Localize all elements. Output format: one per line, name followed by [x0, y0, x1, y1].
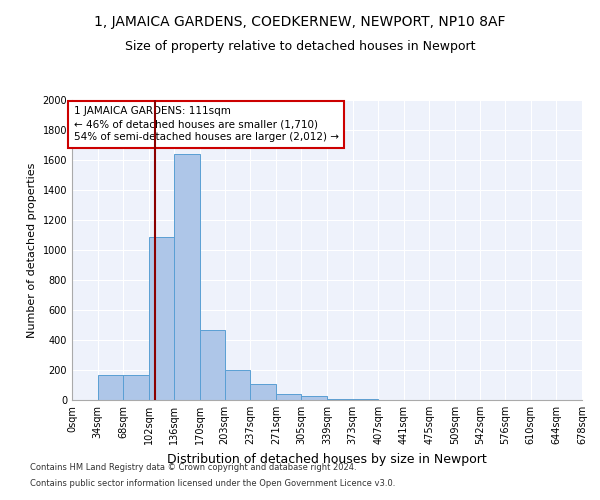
Text: Contains public sector information licensed under the Open Government Licence v3: Contains public sector information licen…: [30, 478, 395, 488]
Bar: [276, 394, 301, 400]
Y-axis label: Number of detached properties: Number of detached properties: [27, 162, 37, 338]
Bar: [250, 384, 276, 400]
Bar: [224, 370, 250, 400]
Bar: [301, 396, 327, 400]
Text: Size of property relative to detached houses in Newport: Size of property relative to detached ho…: [125, 40, 475, 53]
Bar: [200, 330, 224, 400]
X-axis label: Distribution of detached houses by size in Newport: Distribution of detached houses by size …: [167, 452, 487, 466]
Bar: [353, 399, 378, 400]
Text: 1, JAMAICA GARDENS, COEDKERNEW, NEWPORT, NP10 8AF: 1, JAMAICA GARDENS, COEDKERNEW, NEWPORT,…: [94, 15, 506, 29]
Bar: [327, 398, 353, 400]
Text: Contains HM Land Registry data © Crown copyright and database right 2024.: Contains HM Land Registry data © Crown c…: [30, 464, 356, 472]
Bar: [98, 375, 123, 400]
Bar: [123, 375, 149, 400]
Text: 1 JAMAICA GARDENS: 111sqm
← 46% of detached houses are smaller (1,710)
54% of se: 1 JAMAICA GARDENS: 111sqm ← 46% of detac…: [74, 106, 338, 142]
Bar: [175, 154, 200, 400]
Bar: [149, 236, 175, 400]
